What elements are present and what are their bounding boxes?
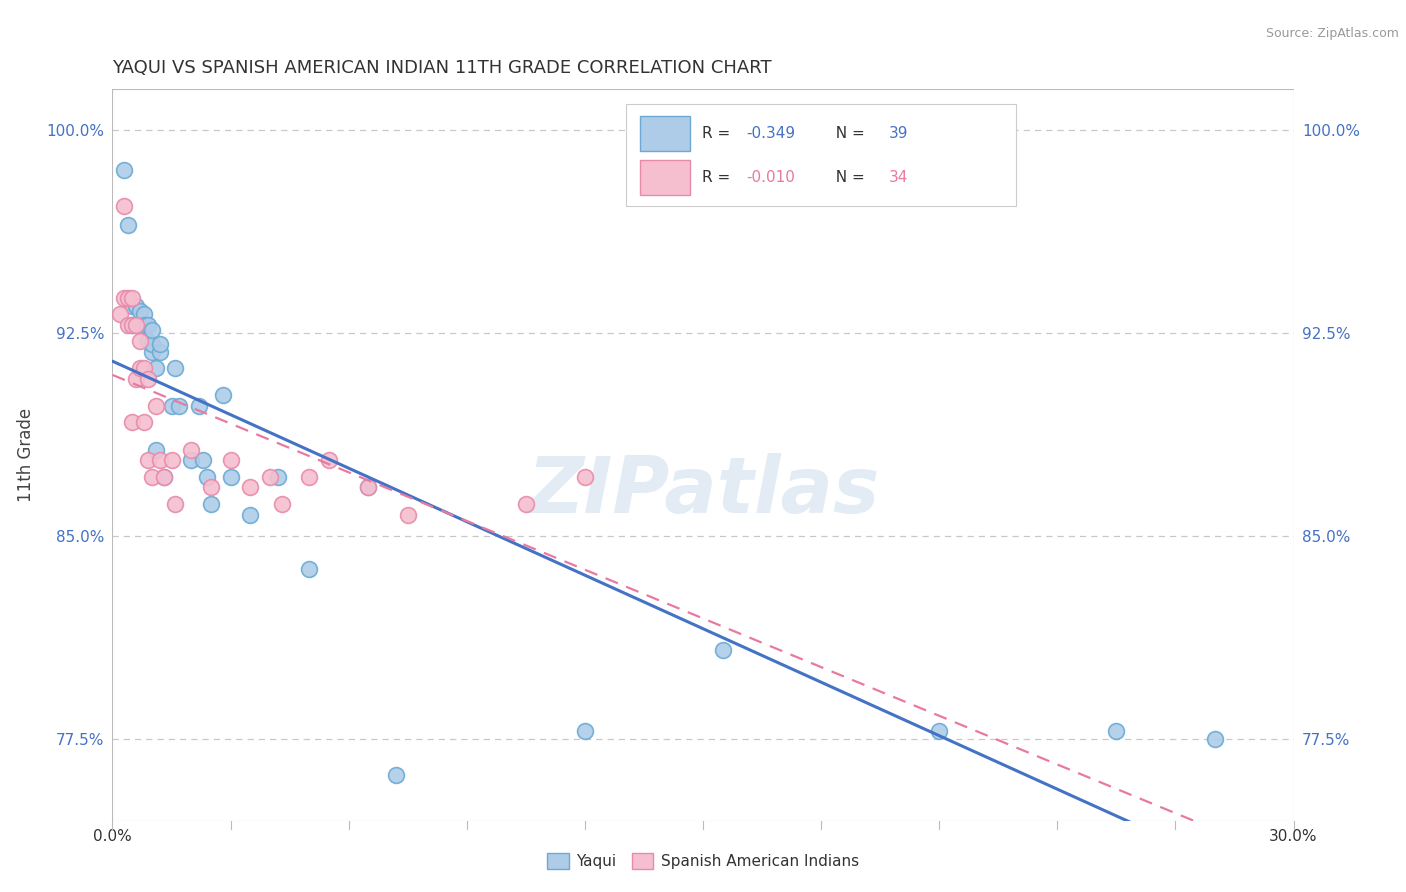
Point bbox=[259, 469, 281, 483]
Point bbox=[318, 453, 340, 467]
Point bbox=[112, 163, 135, 178]
Bar bbox=[640, 161, 690, 195]
Point bbox=[160, 399, 183, 413]
Text: Source: ZipAtlas.com: Source: ZipAtlas.com bbox=[1265, 27, 1399, 40]
Point bbox=[191, 453, 214, 467]
Text: 34: 34 bbox=[889, 170, 908, 186]
Point bbox=[211, 388, 233, 402]
Point bbox=[112, 199, 135, 213]
Point bbox=[121, 318, 143, 332]
Text: R =: R = bbox=[702, 127, 735, 141]
Point bbox=[1105, 724, 1128, 739]
Point bbox=[239, 480, 262, 494]
Point bbox=[160, 453, 183, 467]
Point bbox=[125, 372, 148, 386]
Point bbox=[928, 724, 950, 739]
Point bbox=[515, 497, 537, 511]
Text: ZIPatlas: ZIPatlas bbox=[527, 453, 879, 530]
Point bbox=[298, 562, 321, 576]
Point bbox=[711, 643, 734, 657]
Point bbox=[125, 318, 148, 332]
Text: N =: N = bbox=[825, 127, 869, 141]
Point bbox=[357, 480, 380, 494]
Point bbox=[357, 480, 380, 494]
Point bbox=[136, 453, 159, 467]
Point bbox=[152, 469, 174, 483]
Point bbox=[396, 508, 419, 522]
Point bbox=[145, 361, 167, 376]
Point bbox=[219, 453, 242, 467]
Point bbox=[149, 345, 172, 359]
Point bbox=[145, 442, 167, 457]
Point bbox=[121, 291, 143, 305]
Point bbox=[180, 453, 202, 467]
Point bbox=[132, 318, 155, 332]
Point bbox=[574, 469, 596, 483]
Point bbox=[141, 345, 163, 359]
Point bbox=[169, 399, 191, 413]
Point bbox=[141, 469, 163, 483]
Point bbox=[132, 416, 155, 430]
Point bbox=[136, 334, 159, 348]
Point bbox=[112, 291, 135, 305]
Point bbox=[132, 361, 155, 376]
Point bbox=[129, 334, 152, 348]
FancyBboxPatch shape bbox=[626, 103, 1017, 206]
Bar bbox=[640, 116, 690, 152]
Point bbox=[121, 416, 143, 430]
Point bbox=[132, 307, 155, 321]
Point bbox=[145, 399, 167, 413]
Text: YAQUI VS SPANISH AMERICAN INDIAN 11TH GRADE CORRELATION CHART: YAQUI VS SPANISH AMERICAN INDIAN 11TH GR… bbox=[112, 59, 772, 77]
Point bbox=[267, 469, 290, 483]
Point bbox=[165, 497, 187, 511]
Point bbox=[121, 318, 143, 332]
Point bbox=[385, 767, 408, 781]
Point bbox=[298, 469, 321, 483]
Point bbox=[117, 318, 139, 332]
Point bbox=[200, 480, 222, 494]
Text: N =: N = bbox=[825, 170, 869, 186]
Point bbox=[239, 508, 262, 522]
Point bbox=[125, 299, 148, 313]
Point bbox=[1204, 732, 1226, 747]
Point bbox=[149, 453, 172, 467]
Y-axis label: 11th Grade: 11th Grade bbox=[17, 408, 35, 502]
Point bbox=[180, 442, 202, 457]
Point bbox=[129, 318, 152, 332]
Point bbox=[195, 469, 218, 483]
Point bbox=[117, 218, 139, 232]
Point bbox=[219, 469, 242, 483]
Point bbox=[149, 336, 172, 351]
Point bbox=[136, 372, 159, 386]
Point bbox=[165, 361, 187, 376]
Point bbox=[121, 299, 143, 313]
Text: -0.349: -0.349 bbox=[747, 127, 796, 141]
Point bbox=[574, 724, 596, 739]
Point bbox=[141, 323, 163, 337]
Point bbox=[188, 399, 211, 413]
Point bbox=[200, 497, 222, 511]
Text: 39: 39 bbox=[889, 127, 908, 141]
Text: -0.010: -0.010 bbox=[747, 170, 796, 186]
Point bbox=[117, 291, 139, 305]
Point bbox=[270, 497, 292, 511]
Point bbox=[152, 469, 174, 483]
Point bbox=[136, 318, 159, 332]
Point bbox=[129, 361, 152, 376]
Point bbox=[129, 304, 152, 318]
Point bbox=[141, 336, 163, 351]
Legend: Yaqui, Spanish American Indians: Yaqui, Spanish American Indians bbox=[541, 847, 865, 875]
Text: R =: R = bbox=[702, 170, 735, 186]
Point bbox=[110, 307, 132, 321]
